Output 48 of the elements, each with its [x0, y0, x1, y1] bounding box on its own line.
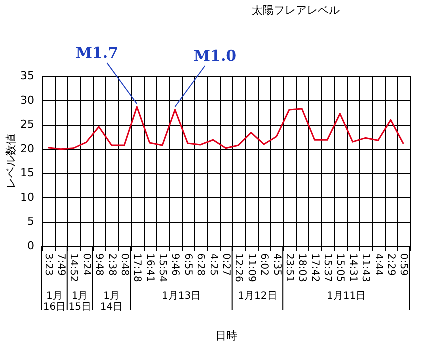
x-tick-label: 15:05 — [334, 254, 346, 282]
chart-title: 太陽フレアレベル — [252, 4, 340, 18]
y-tick-label: 35 — [20, 70, 34, 82]
y-tick-label: 5 — [28, 215, 34, 228]
x-tick-label: 6:28 — [195, 254, 206, 276]
x-tick-label: 6:55 — [182, 254, 194, 276]
y-tick-label: 20 — [20, 142, 34, 156]
y-tick-label: 30 — [20, 94, 34, 107]
x-tick-label: 2:29 — [385, 254, 396, 276]
x-axis-title: 日時 — [216, 329, 238, 342]
x-tick-label: 12:26 — [233, 254, 244, 282]
x-tick-label: 11:09 — [246, 254, 257, 282]
annotation: M1.7 — [76, 44, 119, 62]
x-tick-label: 15:37 — [322, 254, 334, 282]
text: 1月16日 — [43, 291, 66, 313]
x-tick-label: 0:59 — [398, 254, 410, 276]
x-tick-label: 14:31 — [347, 254, 358, 282]
x-tick-label: 6:02 — [258, 254, 270, 276]
x-tick-label: 23:51 — [284, 254, 295, 282]
x-tick-label: 0:27 — [220, 254, 232, 276]
text: 1月12日 — [238, 291, 278, 302]
y-tick-label: 25 — [20, 118, 34, 132]
x-tick-label: 9:48 — [94, 254, 105, 276]
x-tick-label: 17:42 — [309, 254, 320, 282]
text: 1月11日 — [327, 291, 366, 302]
x-tick-label: 15:54 — [157, 254, 168, 282]
x-tick-label: 2:38 — [106, 254, 118, 276]
x-tick-label: 0:24 — [80, 254, 92, 276]
y-tick-label: 15 — [20, 166, 34, 180]
x-tick-label: 4:25 — [208, 254, 219, 276]
x-tick-label: 0:48 — [118, 254, 130, 276]
x-tick-label: 17:18 — [132, 254, 143, 282]
x-tick-label: 11:43 — [360, 254, 372, 282]
x-tick-label: 3:23 — [42, 254, 54, 276]
annotation: M1.0 — [194, 47, 237, 65]
text: 1月14日 — [100, 291, 124, 313]
y-tick-label: 10 — [20, 190, 34, 204]
x-tick-label: 14:52 — [68, 254, 80, 282]
x-tick-label: 7:49 — [56, 254, 67, 276]
y-axis-title: レベル数値 — [4, 134, 18, 189]
x-tick-label: 16:41 — [144, 254, 156, 282]
text: 1月15日 — [68, 291, 92, 313]
text: 1月13日 — [162, 291, 202, 302]
x-tick-label: 4:35 — [271, 254, 282, 276]
x-tick-label: 18:03 — [296, 254, 308, 282]
x-tick-label: 4:44 — [372, 254, 384, 276]
y-tick-label: 0 — [28, 240, 34, 252]
x-tick-label: 9:46 — [170, 254, 181, 276]
